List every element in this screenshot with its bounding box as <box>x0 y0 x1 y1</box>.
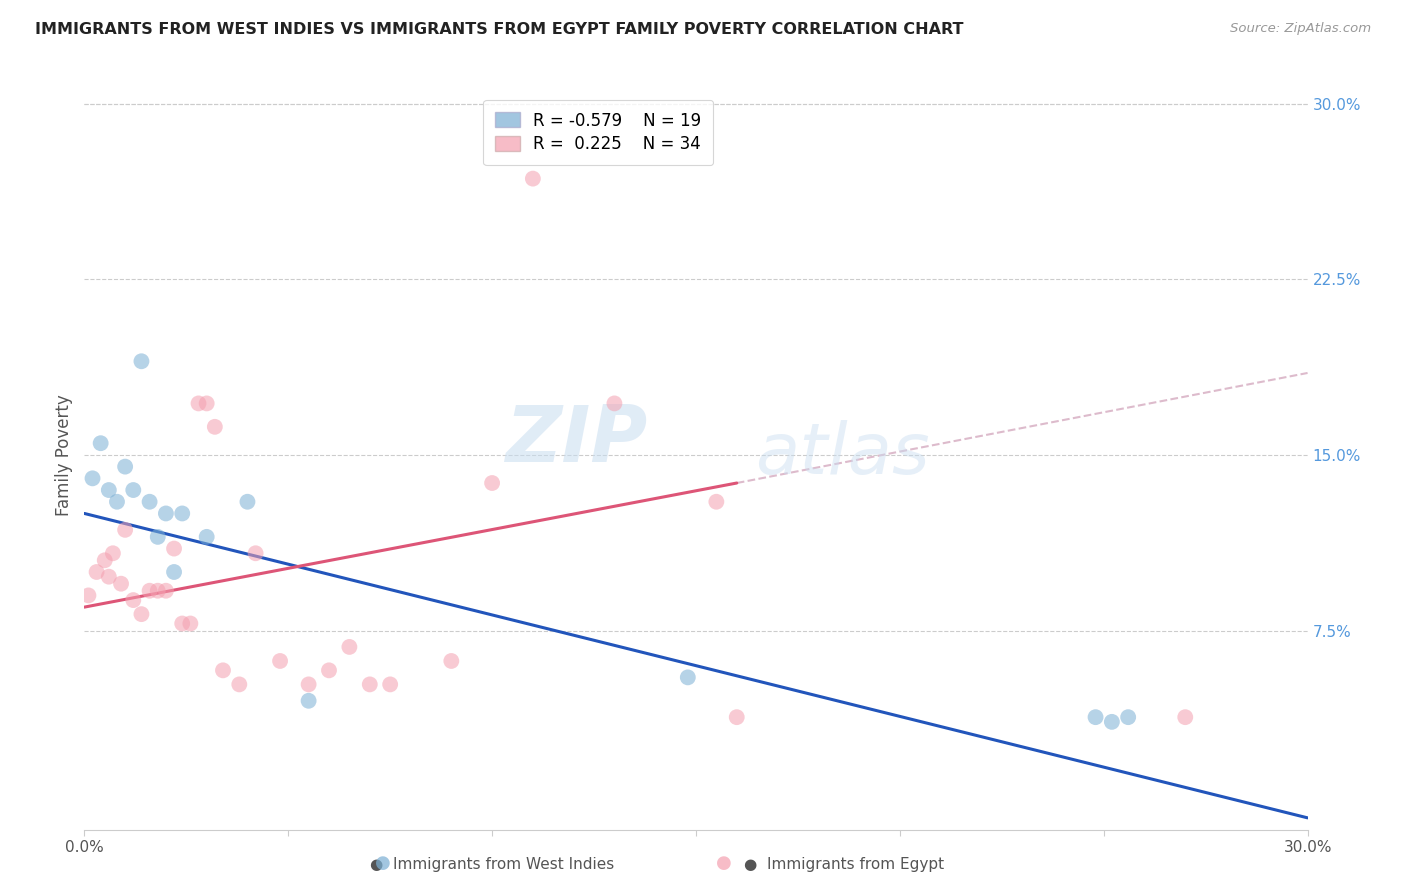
Legend: R = -0.579    N = 19, R =  0.225    N = 34: R = -0.579 N = 19, R = 0.225 N = 34 <box>484 100 713 165</box>
Point <box>228 677 250 691</box>
Point <box>318 664 340 678</box>
Point <box>204 419 226 434</box>
Point <box>146 530 169 544</box>
Point <box>97 570 120 584</box>
Text: Source: ZipAtlas.com: Source: ZipAtlas.com <box>1230 22 1371 36</box>
Point <box>90 436 112 450</box>
Point <box>676 670 699 684</box>
Point <box>77 589 100 603</box>
Point <box>138 494 160 508</box>
Y-axis label: Family Poverty: Family Poverty <box>55 394 73 516</box>
Point <box>522 171 544 186</box>
Point <box>114 459 136 474</box>
Point <box>179 616 201 631</box>
Point <box>155 507 177 521</box>
Point <box>86 565 108 579</box>
Point <box>195 530 218 544</box>
Point <box>138 583 160 598</box>
Text: IMMIGRANTS FROM WEST INDIES VS IMMIGRANTS FROM EGYPT FAMILY POVERTY CORRELATION : IMMIGRANTS FROM WEST INDIES VS IMMIGRANT… <box>35 22 963 37</box>
Point <box>359 677 381 691</box>
Point <box>93 553 115 567</box>
Point <box>105 494 128 508</box>
Point <box>245 546 267 560</box>
Point <box>603 396 626 410</box>
Point <box>172 507 194 521</box>
Point <box>298 677 321 691</box>
Text: ●  Immigrants from West Indies: ● Immigrants from West Indies <box>370 857 614 872</box>
Point <box>1101 714 1123 729</box>
Point <box>172 616 194 631</box>
Point <box>82 471 104 485</box>
Point <box>163 565 186 579</box>
Text: ZIP: ZIP <box>505 402 647 478</box>
Point <box>101 546 124 560</box>
Point <box>298 694 321 708</box>
Point <box>163 541 186 556</box>
Point <box>131 607 153 621</box>
Point <box>146 583 169 598</box>
Point <box>1116 710 1139 724</box>
Point <box>481 476 503 491</box>
Text: ●: ● <box>374 855 391 872</box>
Point <box>187 396 209 410</box>
Text: ●: ● <box>716 855 733 872</box>
Point <box>440 654 463 668</box>
Point <box>114 523 136 537</box>
Point <box>725 710 748 724</box>
Point <box>236 494 259 508</box>
Point <box>110 576 132 591</box>
Point <box>122 593 145 607</box>
Point <box>269 654 291 668</box>
Point <box>380 677 402 691</box>
Point <box>212 664 235 678</box>
Point <box>97 483 120 497</box>
Point <box>131 354 153 368</box>
Point <box>1174 710 1197 724</box>
Point <box>155 583 177 598</box>
Point <box>1084 710 1107 724</box>
Point <box>706 494 728 508</box>
Point <box>122 483 145 497</box>
Text: atlas: atlas <box>755 420 929 490</box>
Point <box>339 640 361 654</box>
Text: ●  Immigrants from Egypt: ● Immigrants from Egypt <box>744 857 943 872</box>
Point <box>195 396 218 410</box>
